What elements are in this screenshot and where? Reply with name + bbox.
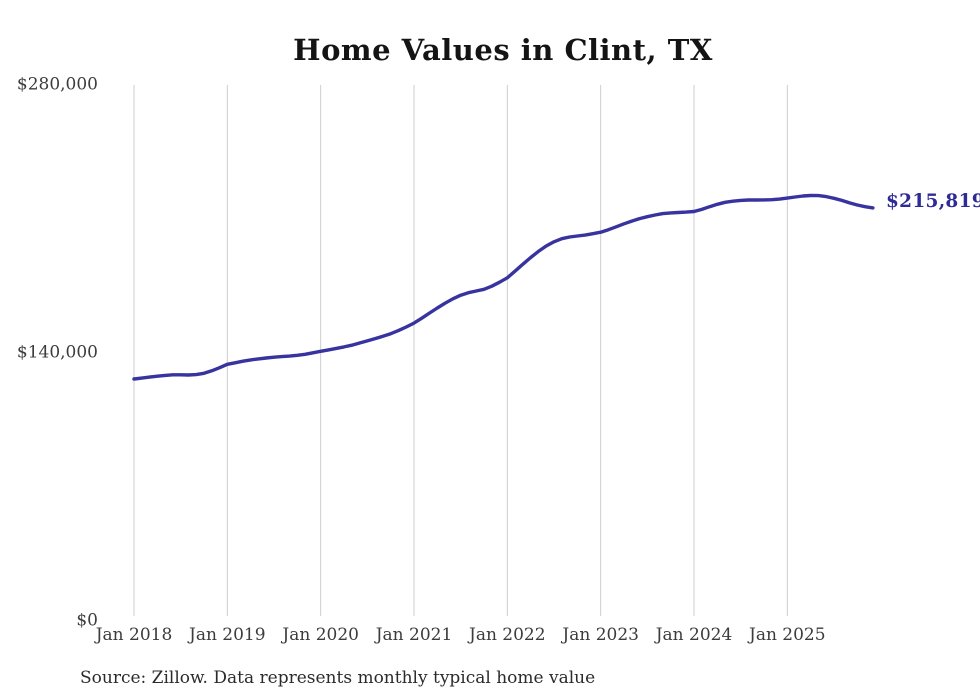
end-value-label: $215,819 — [886, 191, 980, 212]
x-tick-label: Jan 2020 — [280, 625, 359, 645]
home-value-line — [132, 193, 875, 381]
x-tick-label: Jan 2023 — [560, 625, 639, 645]
source-note: Source: Zillow. Data represents monthly … — [80, 668, 596, 688]
x-tick-label: Jan 2019 — [187, 625, 266, 645]
x-tick-label: Jan 2021 — [374, 625, 453, 645]
y-tick-label: $280,000 — [17, 75, 98, 95]
x-tick-label: Jan 2018 — [94, 625, 173, 645]
x-tick-label: Jan 2025 — [747, 625, 826, 645]
y-tick-label: $140,000 — [17, 343, 98, 363]
x-axis-labels: Jan 2018 Jan 2019 Jan 2020 Jan 2021 Jan … — [94, 625, 826, 645]
x-tick-label: Jan 2022 — [467, 625, 546, 645]
y-tick-label: $0 — [76, 611, 98, 631]
chart-title: Home Values in Clint, TX — [293, 33, 713, 67]
x-tick-label: Jan 2024 — [654, 625, 733, 645]
y-axis-labels: $280,000 $140,000 $0 — [17, 75, 98, 631]
vertical-gridlines — [133, 85, 788, 616]
